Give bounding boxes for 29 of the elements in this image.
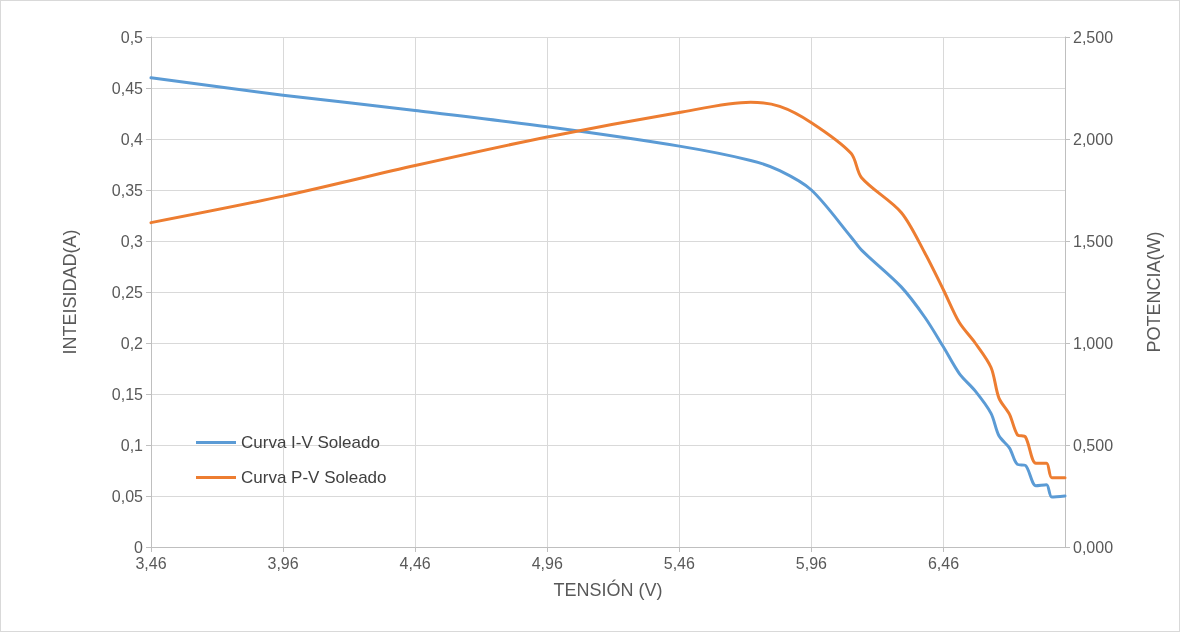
legend-label: Curva P-V Soleado (241, 468, 387, 487)
y-tick-label: 0 (134, 538, 144, 556)
y2-tick-label: 2,500 (1073, 28, 1114, 46)
y2-tick-label: 1,000 (1073, 334, 1114, 352)
y-tick-label: 0,25 (111, 283, 144, 301)
legend-label: Curva I-V Soleado (241, 433, 380, 452)
x-tick-label: 4,96 (531, 554, 563, 572)
x-tick-label: 4,46 (399, 554, 431, 572)
y2-axis-title: POTENCIA(W) (1144, 231, 1164, 353)
x-tick-label: 3,46 (135, 554, 167, 572)
x-tick-label: 5,46 (663, 554, 695, 572)
y-tick-label: 0,2 (120, 334, 144, 352)
y-axis-title: INTEISIDAD(A) (60, 229, 80, 355)
y-tick-label: 0,4 (120, 130, 144, 148)
x-axis-title: TENSIÓN (V) (553, 579, 663, 600)
y-tick-label: 0,35 (111, 181, 144, 199)
x-tick-label: 6,46 (927, 554, 960, 572)
x-tick-label: 3,96 (267, 554, 299, 572)
y-tick-label: 0,15 (111, 385, 144, 403)
y-tick-label: 0,5 (120, 28, 144, 46)
y-tick-label: 0,1 (120, 436, 144, 454)
y-tick-label: 0,3 (120, 232, 144, 250)
y2-tick-label: 0,000 (1073, 538, 1114, 556)
y2-tick-label: 1,500 (1073, 232, 1114, 250)
y-tick-label: 0,05 (111, 487, 144, 505)
x-tick-label: 5,96 (795, 554, 828, 572)
y2-tick-label: 2,000 (1073, 130, 1114, 148)
y2-tick-label: 0,500 (1073, 436, 1114, 454)
y-tick-label: 0,45 (111, 79, 144, 97)
